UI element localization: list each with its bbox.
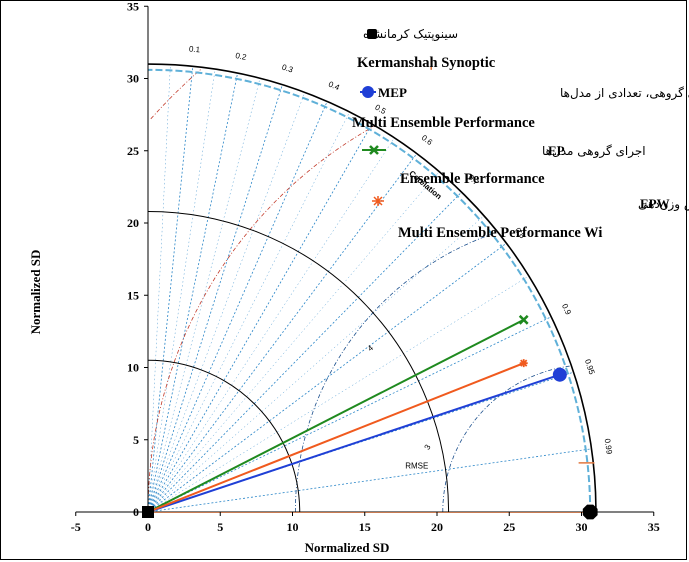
correlation-minor-line [147, 92, 306, 513]
legend-marker-epw [373, 196, 383, 206]
legend-fa-ep: اجرای گروهی مدل‌ها [542, 144, 646, 159]
correlation-line [147, 66, 194, 513]
y-tick-label: 35 [127, 0, 139, 13]
series-line-mep [147, 373, 561, 513]
rmse-arc [147, 125, 375, 512]
correlation-minor-line [147, 111, 350, 513]
legend: سینوپتیک کرمانشاه Kermanshah Synoptic MEP ا… [352, 27, 689, 241]
correlation-tick-label: 0.95 [583, 358, 597, 376]
correlation-line [147, 153, 418, 513]
correlation-minor-line [147, 137, 395, 513]
legend-tag-mep: MEP [378, 85, 407, 100]
rmse-axis-label: RMSE [405, 462, 428, 471]
legend-fa-mep: اجرای گروهی، تعدادی از مدل‌ها [560, 86, 689, 101]
correlation-tick-label: 0.9 [560, 302, 573, 316]
y-tick-label: 5 [133, 433, 139, 447]
x-tick-label: 15 [359, 520, 371, 534]
sd-arc [147, 63, 597, 513]
correlation-minor-line [147, 69, 216, 513]
x-tick-label: 25 [503, 520, 515, 534]
correlation-line [147, 73, 238, 513]
legend-en-ep: Ensemble Performance [400, 171, 545, 187]
legend-marker-mep [362, 86, 374, 98]
marker-mep [552, 367, 567, 382]
legend-tag-ep: EP [548, 143, 565, 158]
x-tick-label: 20 [431, 520, 443, 534]
rmse-label-4: 4 [366, 343, 376, 353]
correlation-line [147, 123, 373, 513]
correlation-line [147, 84, 283, 513]
rmse-arc [150, 68, 202, 120]
sd-arcs [147, 63, 597, 513]
x-tick-label: 35 [648, 520, 660, 534]
marker-ep [518, 314, 529, 325]
rmse-arcs [147, 68, 571, 512]
reference-sd-arc [147, 68, 592, 513]
y-tick-label: 15 [127, 288, 139, 302]
marker-epw [519, 359, 528, 368]
legend-marker-ep [369, 145, 379, 155]
x-tick-label: 30 [576, 520, 588, 534]
correlation-line [147, 191, 462, 513]
correlation-line [147, 242, 507, 513]
axes: -5 0 5 10 15 20 25 30 35 0 5 10 15 20 25 30 35 Normalized… [28, 0, 660, 555]
correlation-minor-line [147, 78, 261, 513]
sd-arc [147, 210, 450, 513]
correlation-tick-label: 0.3 [281, 63, 295, 75]
rmse-arc [295, 231, 498, 512]
rmse-label-3: 3 [423, 443, 433, 452]
correlation-minor-line [147, 171, 440, 513]
y-tick-label: 20 [127, 216, 139, 230]
x-axis-title: Normalized SD [305, 540, 390, 555]
series-line-ep [147, 318, 525, 513]
legend-en-epw: Multi Ensemble Performance Wi [398, 225, 602, 241]
correlation-tick-label: 0.6 [420, 133, 435, 147]
x-tick-label: 5 [217, 520, 223, 534]
legend-en-synoptic: Kermanshah Synoptic [357, 55, 496, 71]
x-tick-label: 0 [145, 520, 151, 534]
series-lines [147, 318, 561, 513]
origin-marker [142, 506, 154, 518]
legend-tag-epw: EPW [640, 196, 670, 211]
x-tick-label: -5 [71, 520, 81, 534]
sd-arc [147, 359, 301, 513]
legend-marker-synoptic [367, 29, 377, 39]
series-markers [142, 58, 598, 520]
y-tick-label: 10 [127, 361, 139, 375]
y-axis-title: Normalized SD [28, 250, 43, 335]
correlation-minor-line [147, 215, 485, 513]
correlation-line [147, 371, 574, 513]
legend-fa-synoptic: سینوپتیک کرمانشاه [363, 27, 458, 42]
correlation-tick-label: 0.4 [327, 80, 341, 93]
correlation-tick-label: 0.2 [235, 51, 248, 62]
reference-marker [582, 504, 598, 520]
legend-en-mep: Multi Ensemble Performance [352, 115, 535, 131]
y-tick-label: 30 [127, 72, 139, 86]
y-tick-label: 0 [133, 505, 139, 519]
correlation-minor-line [147, 64, 171, 513]
y-tick-label: 25 [127, 144, 139, 158]
series-line-epw [147, 362, 525, 513]
correlation-lines [147, 64, 592, 513]
correlation-tick-label: 0.1 [189, 44, 202, 54]
correlation-line [147, 448, 592, 513]
correlation-line [147, 316, 552, 513]
x-tick-label: 10 [287, 520, 299, 534]
correlation-tick-label: 0.99 [603, 438, 614, 455]
correlation-line [147, 101, 328, 513]
legend-fa-epw: اجرای گروهی مدل‌ها با روش وزن‌دهی [638, 197, 689, 212]
correlation-minor-line [147, 275, 529, 513]
